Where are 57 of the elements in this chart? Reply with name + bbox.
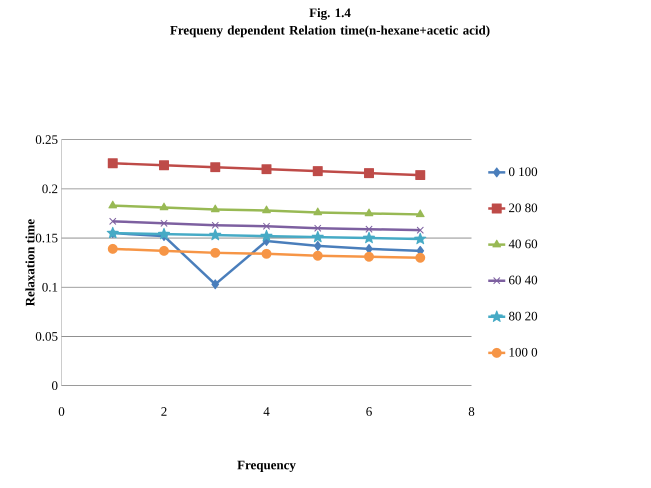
- point: [262, 206, 271, 214]
- point: [108, 200, 118, 208]
- point: [262, 248, 272, 259]
- point: [209, 228, 222, 240]
- point: [416, 226, 424, 234]
- point: [415, 252, 426, 263]
- point: [260, 230, 273, 242]
- y-tick-label: 0.1: [42, 282, 58, 292]
- chart-subtitle: Frequeny dependent Relation time(n-hexane+acetic acid): [170, 26, 490, 38]
- point: [365, 226, 373, 233]
- y-tick-label: 0: [52, 381, 58, 390]
- point: [158, 228, 170, 240]
- x-tick-label: 0: [58, 407, 64, 416]
- point: [109, 218, 116, 225]
- point: [159, 160, 169, 170]
- point: [312, 250, 323, 261]
- point: [313, 207, 322, 216]
- point: [364, 208, 374, 216]
- point: [312, 230, 324, 242]
- legend-label: 0 100: [508, 167, 538, 176]
- chart-title: Fig. 1.4: [309, 8, 351, 20]
- point: [210, 248, 220, 258]
- point: [416, 209, 425, 218]
- y-tick-label: 0.25: [36, 135, 58, 144]
- point: [160, 220, 168, 227]
- legend-label: 100 0: [510, 348, 538, 357]
- point: [108, 158, 118, 168]
- point: [314, 224, 322, 232]
- x-axis-title: Frequency: [237, 460, 296, 472]
- x-tick-label: 2: [161, 407, 167, 416]
- point: [108, 244, 118, 254]
- x-tick-label: 8: [468, 407, 474, 416]
- x-tick-label: 6: [366, 407, 372, 416]
- point: [362, 232, 376, 244]
- legend-label: 20 80: [509, 203, 538, 212]
- x-tick-label: 4: [264, 407, 270, 416]
- point: [262, 164, 272, 174]
- point: [312, 166, 323, 176]
- legend-label: 60 40: [509, 276, 538, 284]
- point: [414, 232, 426, 244]
- legend-label: 80 20: [508, 312, 538, 320]
- point: [159, 246, 169, 256]
- point: [364, 252, 374, 262]
- y-tick-label: 0.2: [42, 184, 58, 194]
- point: [210, 162, 220, 172]
- point: [314, 240, 322, 251]
- y-tick-label: 0.15: [36, 234, 58, 242]
- legend-label: 40 60: [508, 240, 538, 248]
- point: [364, 168, 374, 178]
- point: [415, 170, 426, 180]
- point: [210, 204, 220, 212]
- y-axis-title: Relaxation time: [25, 219, 34, 306]
- point: [211, 279, 220, 290]
- point: [160, 202, 168, 210]
- point: [262, 222, 270, 230]
- point: [212, 222, 219, 229]
- y-tick-label: 0.05: [36, 332, 58, 341]
